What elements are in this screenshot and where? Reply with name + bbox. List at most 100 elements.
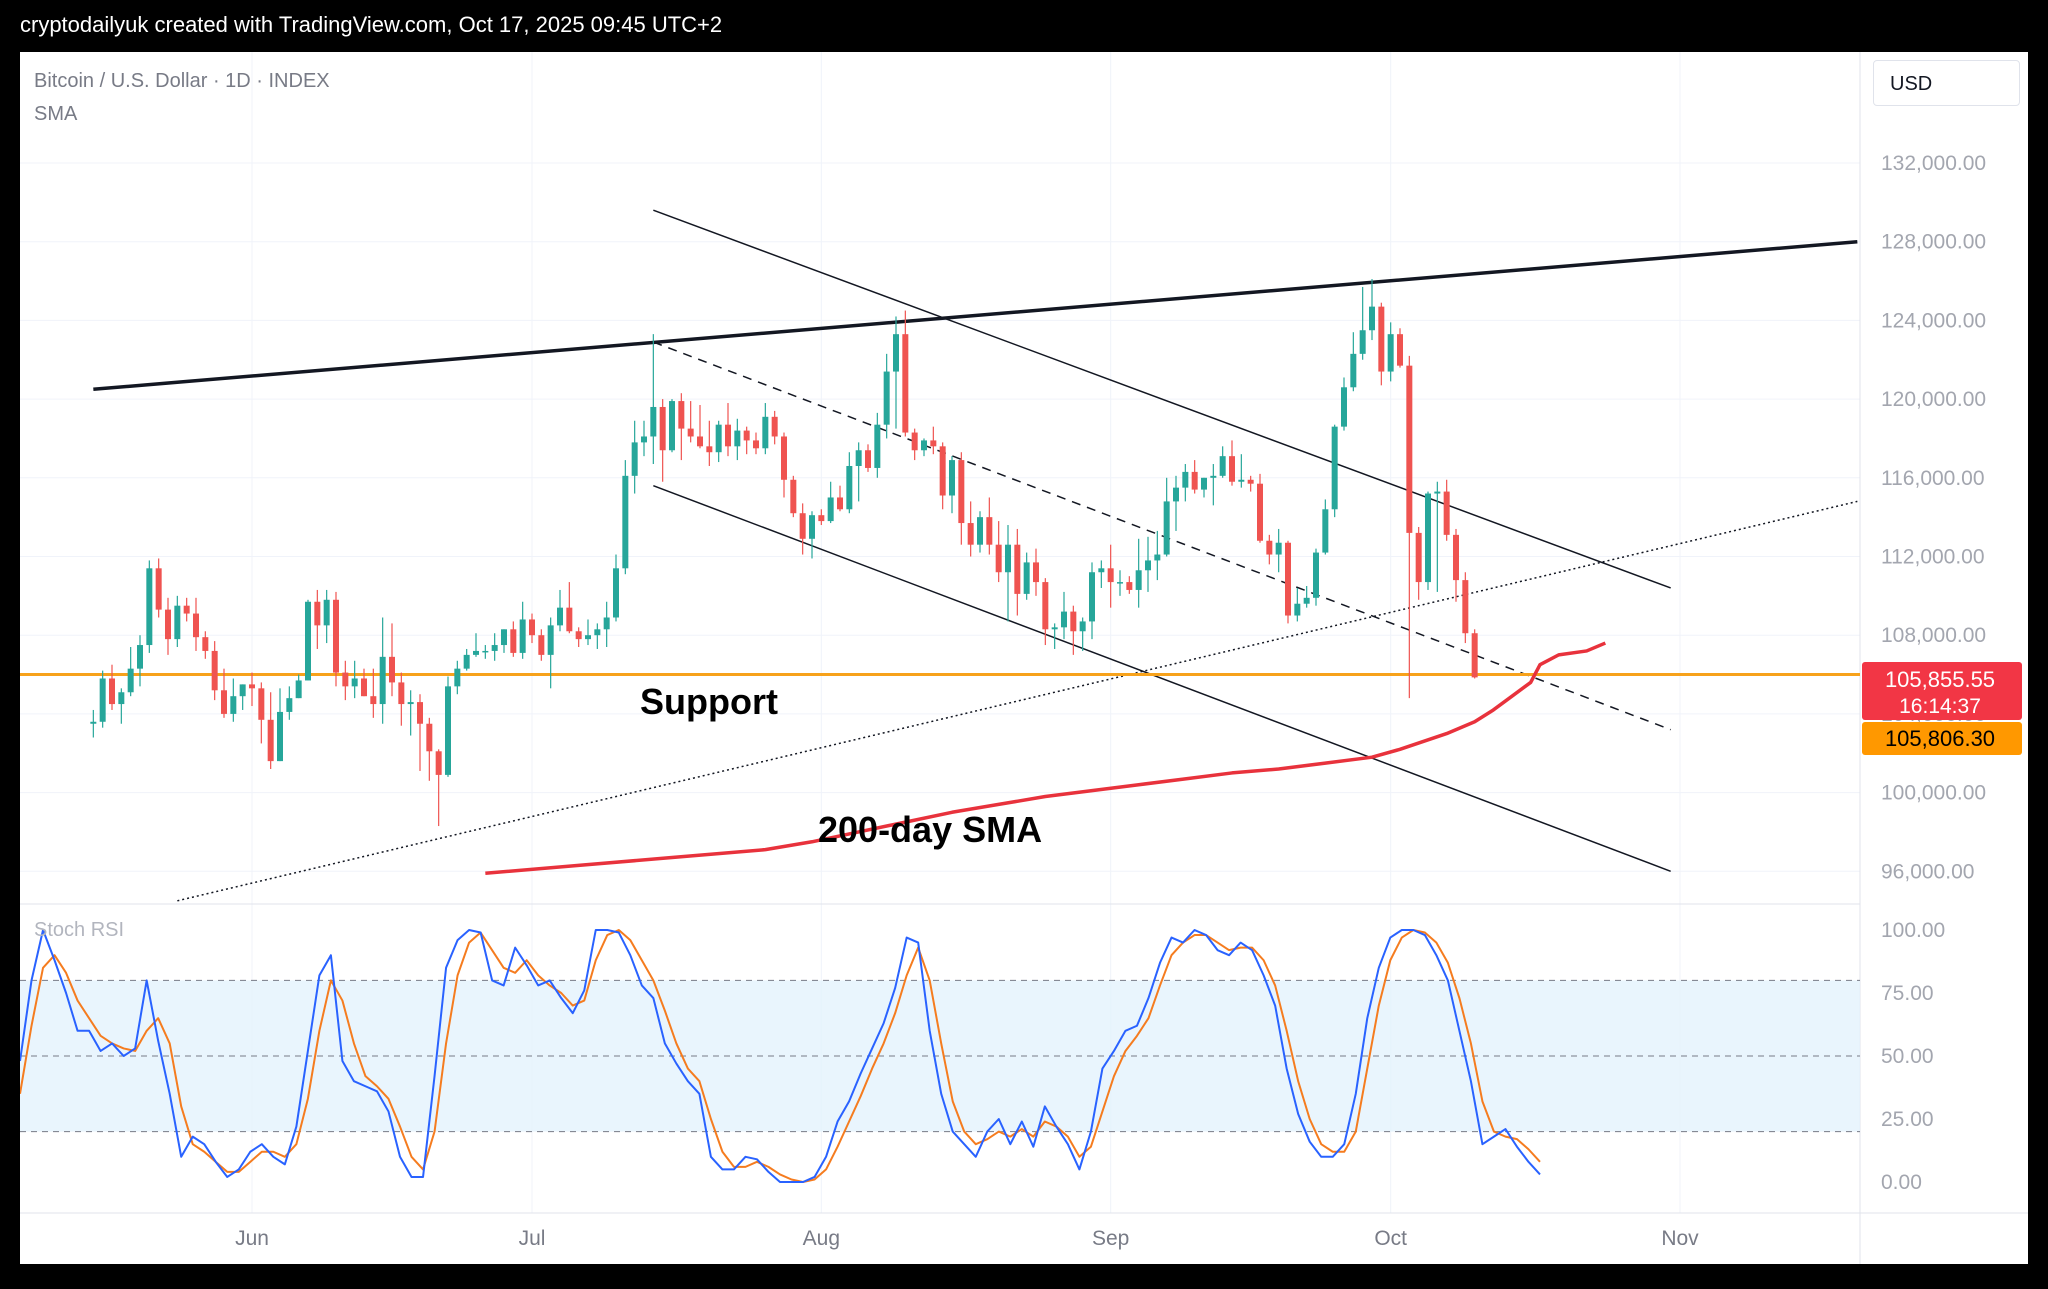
channel-lower-line [653, 484, 1671, 873]
candle-body [1359, 330, 1366, 354]
price-axis-label: 128,000.00 [1881, 231, 1986, 254]
candle [342, 660, 349, 701]
candle [277, 688, 283, 762]
candle-body [183, 605, 190, 614]
candle [1369, 279, 1375, 341]
candle-body [939, 446, 946, 496]
candle [258, 682, 265, 744]
candle-body [1145, 560, 1151, 571]
candle [323, 589, 330, 644]
candle [510, 621, 517, 657]
candle [939, 442, 946, 510]
candle [1033, 548, 1039, 596]
candle-body [1387, 334, 1394, 372]
candle [529, 613, 535, 644]
stoch-axis-label: 0.00 [1881, 1171, 1922, 1194]
candle-body [211, 650, 218, 691]
candle [1257, 473, 1263, 543]
candle [687, 401, 694, 443]
candle-body [613, 568, 619, 618]
candle-body [1378, 306, 1385, 372]
candle [1201, 477, 1207, 498]
candle-body [1163, 501, 1170, 555]
candle [491, 633, 498, 661]
candle [351, 660, 358, 699]
candle [1266, 534, 1273, 565]
candle-body [1154, 554, 1161, 561]
candle-body [1266, 540, 1273, 555]
candle-body [1285, 542, 1291, 616]
candle-body [118, 692, 125, 705]
candle [239, 684, 246, 710]
candle-body [650, 406, 657, 437]
candle [1453, 528, 1459, 602]
candle-body [949, 460, 955, 496]
candle [1219, 446, 1226, 478]
candle-body [1350, 353, 1357, 388]
candle-body [361, 678, 367, 697]
candle [995, 521, 1002, 583]
candle-body [389, 656, 395, 683]
candle-body [109, 678, 115, 705]
candle [669, 399, 675, 453]
candle-body [1229, 456, 1235, 482]
candle-body [911, 432, 918, 451]
candle [855, 442, 862, 502]
sma-annotation: 200-day SMA [818, 809, 1042, 850]
candle [622, 460, 629, 575]
stoch-axis-label: 50.00 [1881, 1045, 1934, 1068]
candle [678, 393, 685, 461]
candle-body [566, 607, 573, 632]
candle [697, 405, 703, 449]
price-axis-label: 120,000.00 [1881, 388, 1986, 411]
candle [641, 420, 647, 457]
bar-countdown: 16:14:37 [1899, 695, 1981, 718]
candle [118, 688, 125, 724]
candle [781, 432, 787, 498]
currency-selector[interactable]: USD [1873, 60, 2020, 106]
candle-body [790, 479, 797, 514]
candle-body [585, 635, 591, 640]
candle-body [771, 416, 778, 437]
candle [1145, 536, 1151, 592]
candle [1051, 623, 1058, 649]
candle-body [333, 599, 339, 673]
candle-body [305, 601, 311, 681]
candle-body [99, 678, 106, 722]
candle [1294, 587, 1301, 622]
candle [445, 676, 451, 777]
candle-body [1294, 603, 1301, 616]
candle [1070, 605, 1077, 655]
candle [155, 558, 162, 618]
candle-body [398, 682, 405, 705]
candle [603, 601, 610, 648]
price-axis-label: 132,000.00 [1881, 152, 1986, 175]
candle-body [631, 442, 638, 476]
candle [463, 648, 470, 671]
candle-body [445, 686, 451, 775]
candle-body [986, 517, 993, 545]
chart-panel[interactable]: Stoch RSI Support 200-day SMA 96,000.00 100,… [20, 52, 2028, 1264]
candle [1107, 544, 1114, 608]
candle [790, 475, 797, 518]
candle-body [501, 629, 507, 646]
candle [1163, 477, 1170, 557]
candle-body [1406, 365, 1413, 533]
candle [575, 627, 582, 648]
candle [1229, 440, 1235, 486]
chart-svg[interactable]: Stoch RSI Support 200-day SMA 96,000.00 100,… [20, 52, 2028, 1264]
candle [958, 452, 965, 545]
candle [165, 597, 171, 655]
candle [1005, 525, 1011, 622]
candle-body [538, 635, 545, 655]
candle-body [734, 430, 741, 447]
candle-body [239, 684, 246, 697]
time-axis-label: Jul [519, 1227, 546, 1250]
candle-body [603, 617, 610, 630]
candle-body [1210, 475, 1217, 478]
candle [1322, 499, 1329, 555]
candle [986, 497, 993, 555]
attribution-bar: cryptodailyuk created with TradingView.c… [0, 0, 2048, 52]
candle-body [267, 719, 274, 762]
candle [1387, 322, 1394, 382]
